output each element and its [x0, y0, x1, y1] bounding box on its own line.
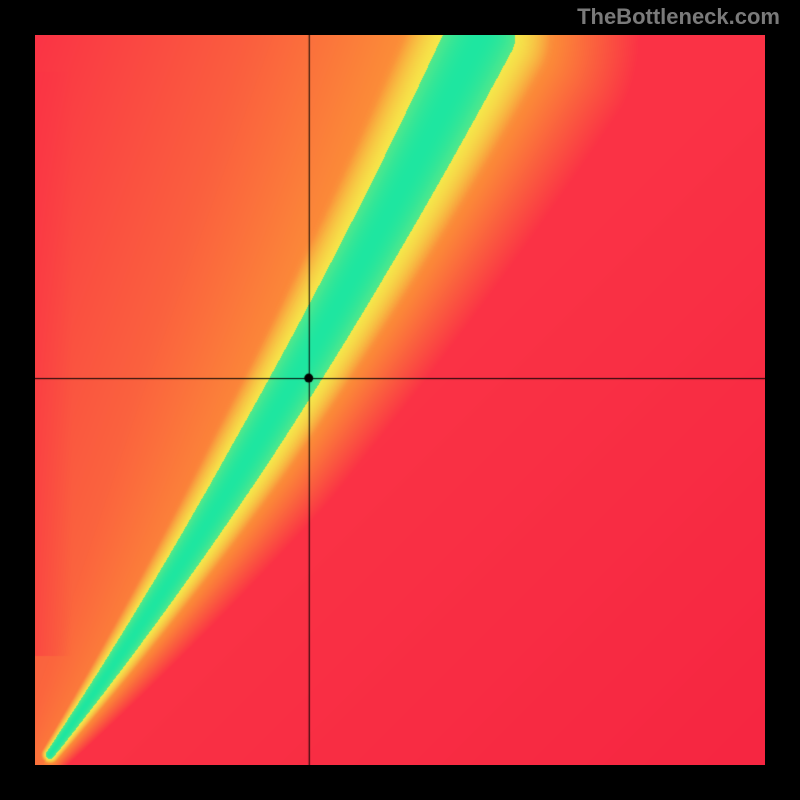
watermark-text: TheBottleneck.com — [577, 4, 780, 30]
chart-container: TheBottleneck.com — [0, 0, 800, 800]
heatmap-canvas — [35, 35, 765, 765]
heatmap-plot — [35, 35, 765, 765]
